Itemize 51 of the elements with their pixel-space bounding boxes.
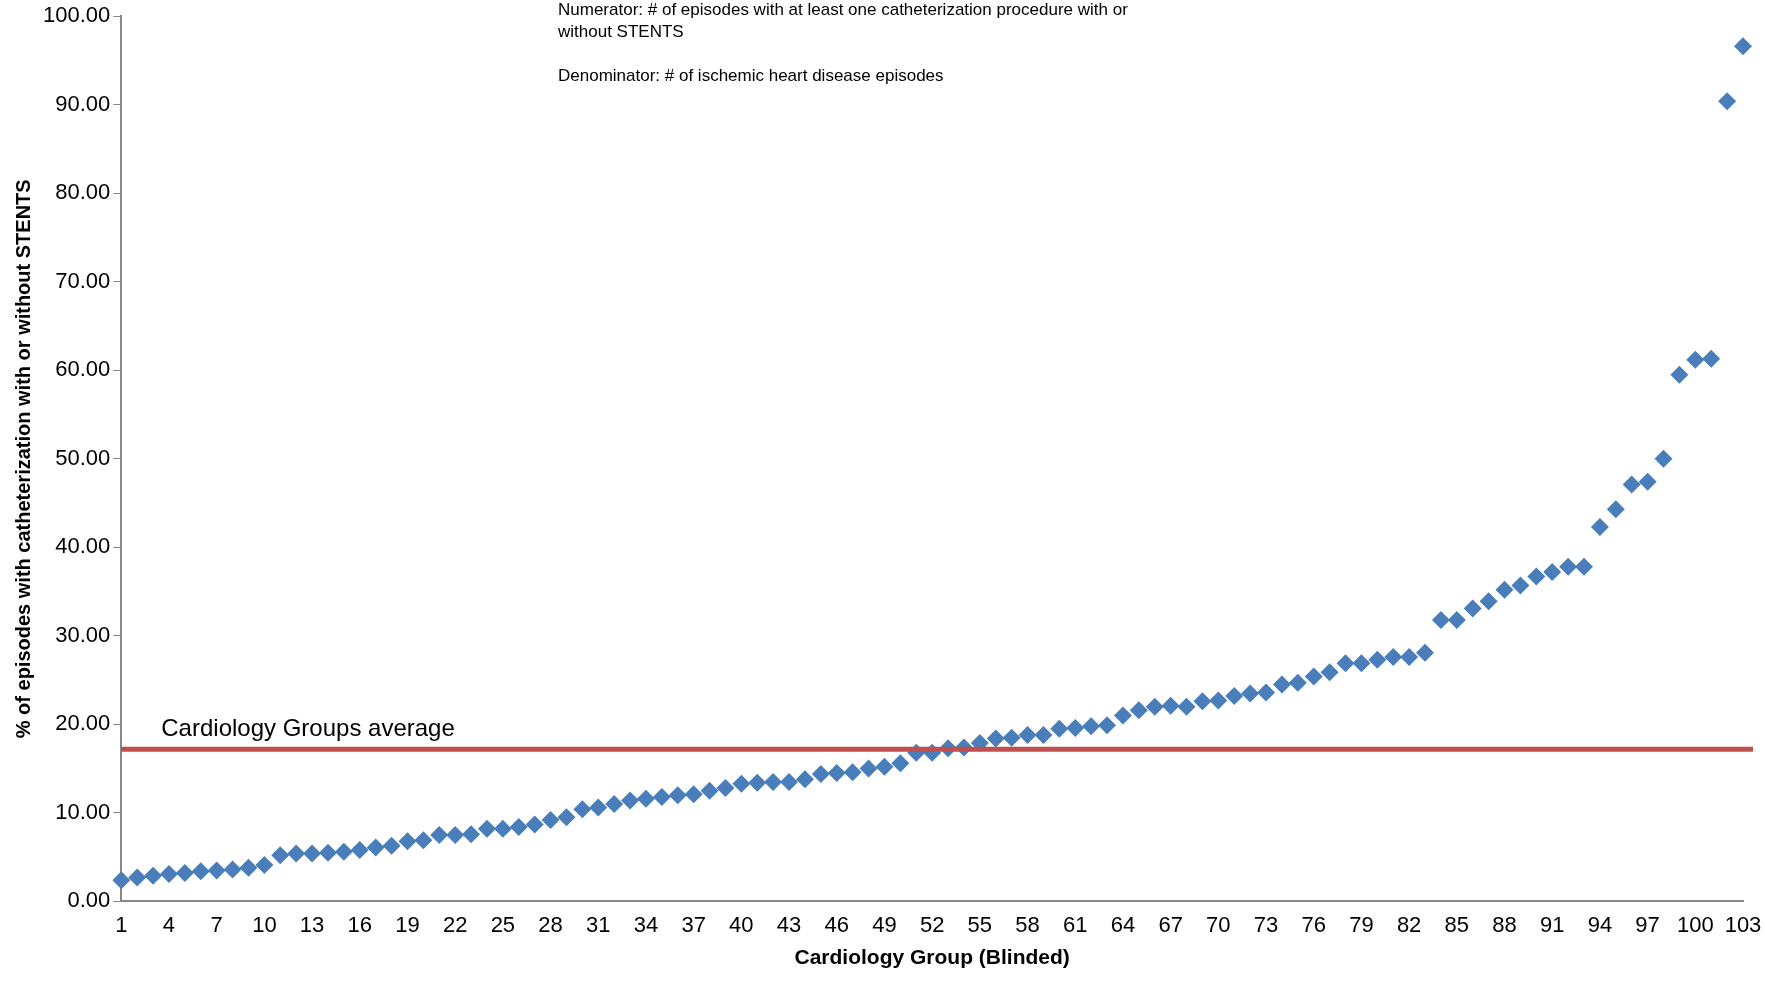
y-tick-label: 50.00 [55, 444, 111, 470]
x-tick-label: 7 [210, 911, 223, 937]
x-tick-label: 22 [442, 911, 468, 937]
x-tick-label: 16 [347, 911, 373, 937]
y-tick-label: 0.00 [67, 887, 111, 913]
y-tick-label: 30.00 [55, 621, 111, 647]
x-tick-label: 94 [1587, 911, 1613, 937]
y-tick-label: 10.00 [55, 798, 111, 824]
x-tick-label: 40 [729, 911, 754, 937]
y-tick-label: 60.00 [55, 356, 111, 382]
y-tick-label: 40.00 [55, 533, 111, 559]
x-tick-label: 73 [1253, 911, 1279, 937]
x-tick-label: 64 [1110, 911, 1136, 937]
x-tick-label: 67 [1158, 911, 1183, 937]
x-tick-label: 31 [586, 911, 611, 937]
x-axis-title: Cardiology Group (Blinded) [794, 945, 1070, 969]
x-tick-label: 1 [115, 911, 128, 937]
x-tick-label: 25 [490, 911, 516, 937]
y-axis-title: % of episodes with catheterization with or without STENTS [11, 179, 34, 739]
x-tick-label: 79 [1349, 911, 1374, 937]
x-tick-label: 4 [162, 911, 176, 937]
x-tick-label: 49 [872, 911, 897, 937]
x-tick-label: 52 [919, 911, 945, 937]
x-tick-label: 97 [1635, 911, 1660, 937]
x-tick-label: 34 [633, 911, 659, 937]
x-tick-label: 55 [967, 911, 993, 937]
x-tick-label: 46 [824, 911, 849, 937]
x-tick-label: 28 [538, 911, 563, 937]
ref-line-label: Cardiology Groups average [161, 713, 455, 741]
y-tick-label: 100.00 [42, 2, 111, 28]
x-tick-label: 10 [252, 911, 277, 937]
annotation: Numerator: # of episodes with at least one catheterization procedure with or without STENTS [557, 0, 1129, 42]
y-tick-label: 90.00 [55, 90, 111, 116]
x-tick-label: 19 [395, 911, 420, 937]
x-tick-label: 91 [1539, 911, 1565, 937]
x-tick-label: 43 [776, 911, 802, 937]
x-tick-label: 37 [681, 911, 706, 937]
x-tick-label: 58 [1015, 911, 1040, 937]
x-tick-label: 85 [1444, 911, 1470, 937]
x-tick-label: 82 [1396, 911, 1422, 937]
x-tick-label: 103 [1724, 911, 1762, 937]
y-tick-label: 80.00 [55, 179, 111, 205]
x-tick-label: 13 [299, 911, 325, 937]
annotation: Denominator: # of ischemic heart disease episodes [558, 66, 944, 86]
x-tick-label: 70 [1206, 911, 1231, 937]
x-tick-label: 61 [1062, 911, 1088, 937]
x-tick-label: 100 [1676, 911, 1714, 937]
y-tick-label: 20.00 [55, 710, 111, 736]
x-tick-label: 76 [1301, 911, 1326, 937]
x-tick-label: 88 [1492, 911, 1517, 937]
y-tick-label: 70.00 [55, 267, 111, 293]
